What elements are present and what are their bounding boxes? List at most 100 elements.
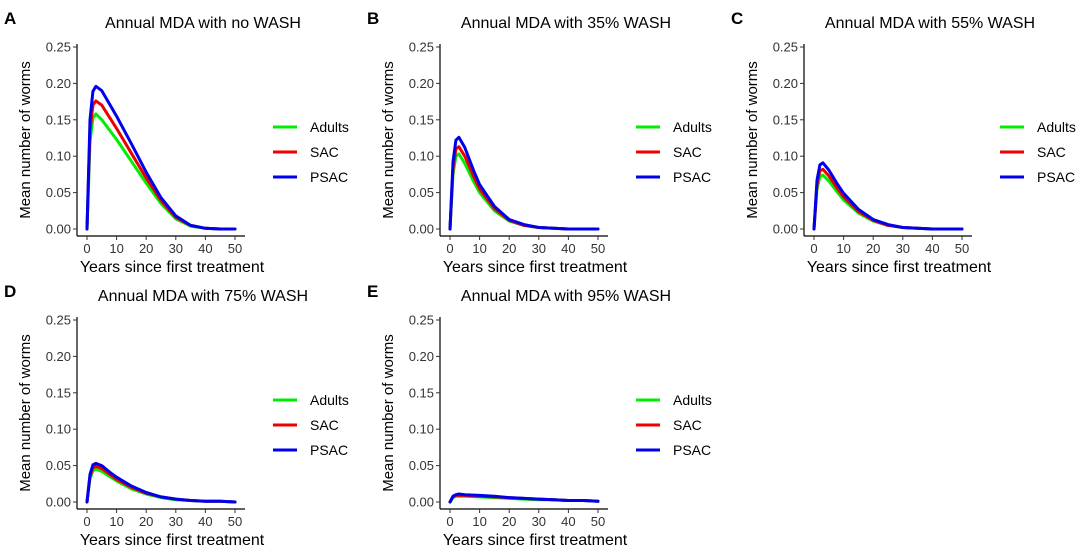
x-tick-label: 10 [836,241,850,256]
y-tick-label: 0.05 [46,185,71,200]
y-tick-label: 0.05 [409,185,434,200]
y-tick-label: 0.20 [773,76,798,91]
panel-d: Annual MDA with 75% WASH 0.00 0.05 0.10 0.15… [17,288,349,549]
x-tick-label: 40 [198,514,212,529]
legend-label-psac: PSAC [673,442,711,458]
panel-letter: C [731,9,743,28]
legend-label-sac: SAC [1037,144,1066,160]
legend-label-psac: PSAC [1037,169,1075,185]
x-tick-label: 30 [896,241,910,256]
series-line-psac [812,161,964,231]
y-tick-label: 0.20 [46,76,71,91]
y-tick-label: 0.05 [46,458,71,473]
x-tick-label: 50 [591,514,605,529]
panel-a: Annual MDA with no WASH 0.00 0.05 0.10 0.15 0… [17,15,349,276]
y-tick-label: 0.20 [409,76,434,91]
x-tick-label: 0 [446,514,453,529]
x-tick-label: 20 [502,514,516,529]
series-line-sac [85,99,237,231]
series-line-sac [812,167,964,231]
panel-c: Annual MDA with 55% WASH 0.00 0.05 0.10 0.15… [744,15,1076,276]
panel-e: Annual MDA with 95% WASH 0.00 0.05 0.10 0.15… [380,288,712,549]
legend-label-sac: SAC [310,144,339,160]
y-tick-label: 0.25 [46,313,71,328]
y-tick-label: 0.10 [773,149,798,164]
panel-title: Annual MDA with 95% WASH [461,288,671,305]
y-axis-label: Mean number of worms [17,334,34,492]
x-tick-label: 40 [561,241,575,256]
y-tick-label: 0.25 [773,40,798,55]
x-tick-label: 0 [446,241,453,256]
x-tick-label: 50 [955,241,969,256]
y-tick-label: 0.15 [409,385,434,400]
panel-title: Annual MDA with 35% WASH [461,15,671,32]
x-axis-label: Years since first treatment [443,532,628,549]
series-line-psac [448,135,600,231]
y-tick-label: 0.20 [409,349,434,364]
y-tick-label: 0.00 [46,222,71,237]
y-tick-label: 0.25 [409,313,434,328]
legend-label-psac: PSAC [310,169,348,185]
panel-letter: E [367,282,378,301]
x-tick-label: 20 [139,241,153,256]
y-tick-label: 0.00 [409,495,434,510]
x-tick-label: 10 [109,241,123,256]
legend-label-psac: PSAC [673,169,711,185]
x-tick-label: 20 [502,241,516,256]
series-line-psac [85,84,237,231]
panel-title: Annual MDA with 75% WASH [98,288,308,305]
x-tick-label: 50 [591,241,605,256]
series-line-sac [448,145,600,231]
series-line-psac [448,492,600,504]
panel-letter: A [4,9,16,28]
y-axis-label: Mean number of worms [17,61,34,219]
legend-label-adults: Adults [310,392,349,408]
y-tick-label: 0.05 [409,458,434,473]
legend-label-sac: SAC [673,417,702,433]
x-tick-label: 30 [532,241,546,256]
panel-title: Annual MDA with 55% WASH [825,15,1035,32]
x-tick-label: 10 [109,514,123,529]
series-line-psac [85,461,237,504]
y-tick-label: 0.15 [409,112,434,127]
x-tick-label: 10 [472,514,486,529]
y-tick-label: 0.10 [409,422,434,437]
x-tick-label: 10 [472,241,486,256]
y-axis-label: Mean number of worms [744,61,761,219]
x-tick-label: 50 [228,514,242,529]
y-tick-label: 0.10 [46,149,71,164]
panel-letter: D [4,282,16,301]
y-tick-label: 0.25 [409,40,434,55]
x-axis-label: Years since first treatment [443,259,628,276]
x-tick-label: 20 [866,241,880,256]
legend-label-adults: Adults [673,392,712,408]
y-tick-label: 0.25 [46,40,71,55]
y-tick-label: 0.15 [46,385,71,400]
y-tick-label: 0.00 [773,222,798,237]
x-tick-label: 40 [561,514,575,529]
y-tick-label: 0.00 [46,495,71,510]
legend-label-psac: PSAC [310,442,348,458]
legend-label-adults: Adults [310,119,349,135]
y-tick-label: 0.00 [409,222,434,237]
y-tick-label: 0.10 [46,422,71,437]
x-tick-label: 40 [198,241,212,256]
panel-letter: B [367,9,379,28]
panel-b: Annual MDA with 35% WASH 0.00 0.05 0.10 0.15… [380,15,712,276]
x-axis-label: Years since first treatment [80,259,265,276]
y-axis-label: Mean number of worms [380,334,397,492]
x-axis-label: Years since first treatment [807,259,992,276]
x-tick-label: 30 [169,514,183,529]
x-tick-label: 40 [925,241,939,256]
x-tick-label: 0 [83,514,90,529]
y-tick-label: 0.20 [46,349,71,364]
legend-label-adults: Adults [673,119,712,135]
legend-label-adults: Adults [1037,119,1076,135]
y-tick-label: 0.10 [409,149,434,164]
x-tick-label: 0 [810,241,817,256]
y-axis-label: Mean number of worms [380,61,397,219]
legend-label-sac: SAC [673,144,702,160]
x-tick-label: 0 [83,241,90,256]
y-tick-label: 0.05 [773,185,798,200]
